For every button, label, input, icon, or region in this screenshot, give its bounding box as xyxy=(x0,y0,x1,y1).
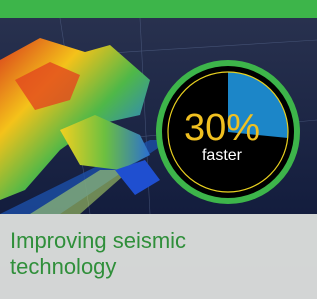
badge-caption: faster xyxy=(202,147,243,164)
badge-value: 30% xyxy=(184,107,260,149)
headline: Improving seismic technology xyxy=(10,228,280,280)
caption-panel: Improving seismic technology xyxy=(0,214,317,299)
top-bar xyxy=(0,0,317,18)
promo-card: 30% faster Improving seismic technology xyxy=(0,0,317,299)
